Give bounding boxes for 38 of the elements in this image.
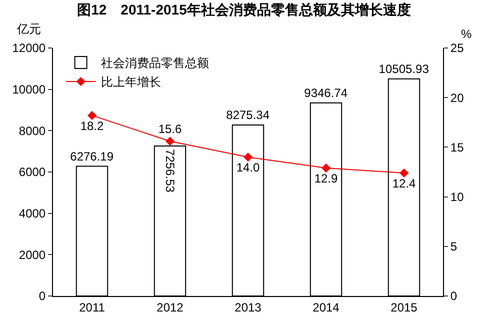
- y-tick-label: 4000: [18, 206, 46, 221]
- y2-axis-title: %: [461, 27, 472, 41]
- data-label: 12.9: [314, 171, 338, 186]
- y-tick-label: 0: [38, 289, 46, 304]
- chart-title: 图12 2011-2015年社会消费品零售总额及其增长速度: [77, 2, 411, 18]
- legend-label: 比上年增长: [100, 75, 161, 90]
- point: [399, 168, 409, 178]
- y2-tick-label: 10: [450, 190, 464, 204]
- data-label: 8275.34: [226, 108, 270, 122]
- point: [87, 110, 97, 120]
- data-label: 14.0: [236, 160, 260, 174]
- y-tick-label: 6000: [18, 165, 46, 180]
- data-label: 18.2: [80, 118, 104, 133]
- x-tick-label: 2015: [390, 300, 418, 314]
- y2-tick-label: 5: [450, 240, 458, 254]
- y-tick-label: 2000: [18, 248, 46, 262]
- data-label: 9346.74: [304, 86, 348, 100]
- data-label: 15.6: [158, 122, 182, 136]
- y-tick-label: 12000: [12, 41, 46, 56]
- y2-tick-label: 15: [450, 140, 464, 154]
- point: [165, 136, 175, 146]
- y2-tick-label: 25: [450, 41, 464, 56]
- data-label: 12.4: [392, 176, 416, 190]
- y-tick-label: 8000: [18, 124, 46, 138]
- x-tick-label: 2011: [79, 300, 106, 314]
- point: [321, 163, 331, 173]
- point: [243, 152, 253, 162]
- y2-tick-label: 0: [450, 289, 458, 304]
- y-axis-title: 亿元: [16, 22, 41, 36]
- x-tick-label: 2013: [234, 300, 262, 314]
- y2-tick-label: 20: [450, 90, 464, 105]
- y-tick-label: 10000: [12, 82, 46, 97]
- data-label: 6276.19: [70, 149, 114, 164]
- data-label: 10505.93: [378, 62, 430, 76]
- legend-label: 社会消费品零售总额: [100, 56, 209, 70]
- data-label: 7256.53: [163, 149, 177, 193]
- x-tick-label: 2012: [156, 300, 184, 314]
- x-tick-label: 2014: [312, 300, 340, 314]
